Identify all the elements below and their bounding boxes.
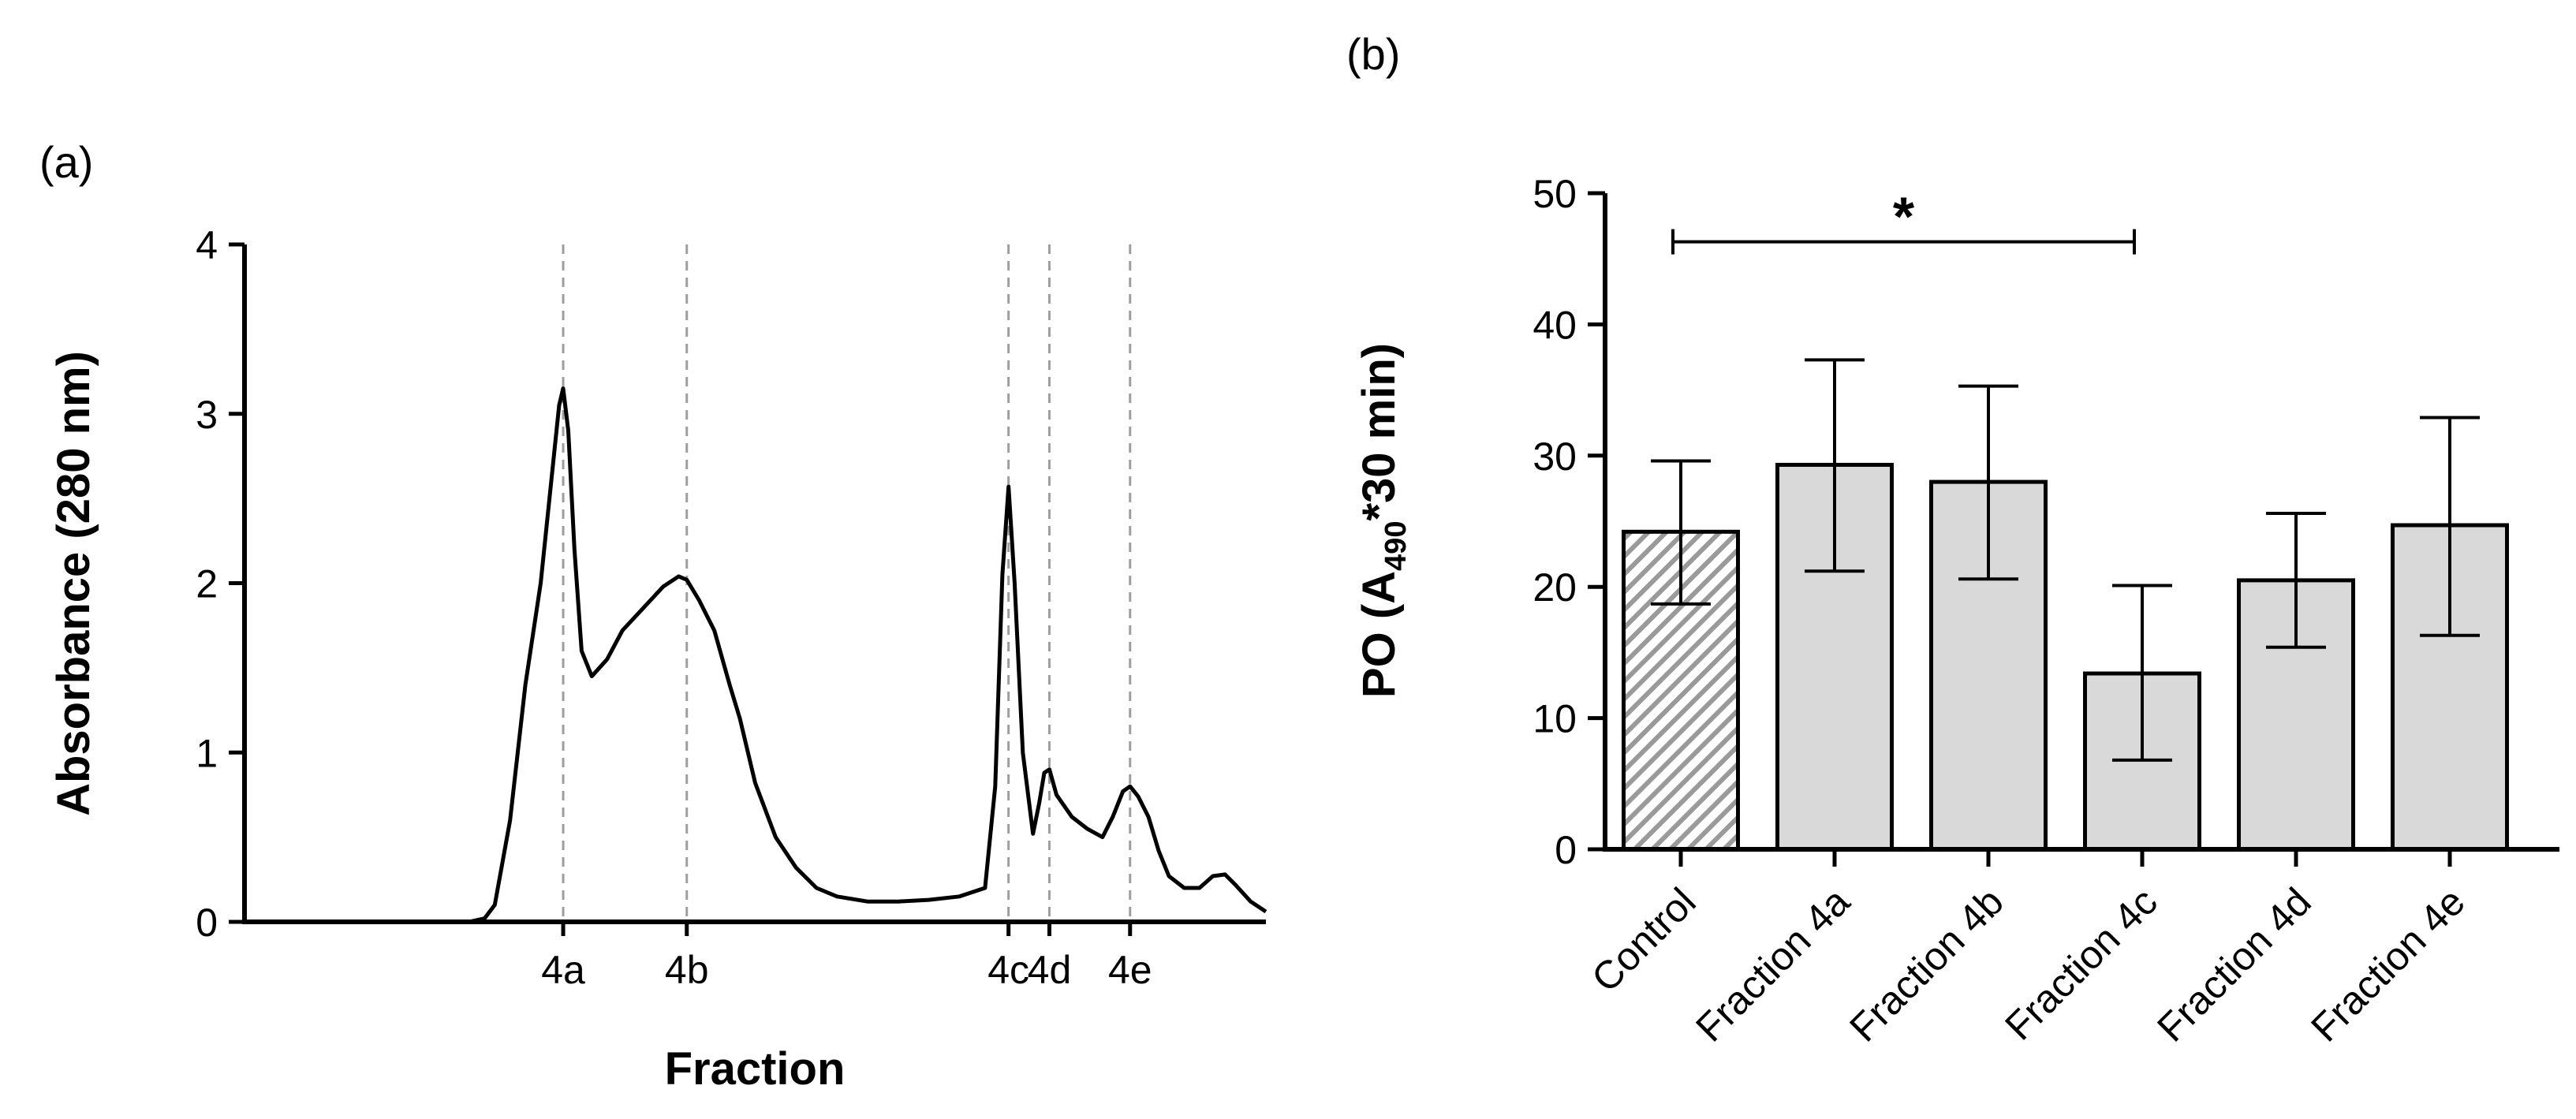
y-tick-label-1: 1 — [196, 731, 218, 775]
y-tick-label-10: 10 — [1533, 697, 1577, 741]
x-tick-label-fraction-4d: Fraction 4d — [2149, 879, 2319, 1050]
absorbance-line — [245, 386, 1267, 924]
x-tick-label-4e: 4e — [1108, 948, 1152, 992]
panel-b-y-ticks: 0 10 20 30 40 50 — [1533, 172, 1605, 872]
x-tick-label-4d: 4d — [1028, 948, 1072, 992]
x-tick-label-4c: 4c — [987, 948, 1029, 992]
y-tick-label-0: 0 — [1555, 828, 1577, 872]
significance-star: * — [1893, 186, 1915, 248]
panel-b-bars — [1622, 462, 2509, 852]
panel-b-y-title-suffix: *30 min) — [1353, 343, 1405, 521]
y-tick-label-20: 20 — [1533, 565, 1577, 610]
bar-control — [1622, 529, 1740, 852]
x-tick-label-fraction-4b: Fraction 4b — [1841, 879, 2011, 1050]
error-bar-fraction-4d — [2266, 512, 2326, 649]
x-tick-label-4a: 4a — [541, 948, 585, 992]
y-tick-label-4: 4 — [196, 223, 218, 267]
panel-b-y-axis-title: PO (A490*30 min) — [1353, 343, 1413, 698]
error-bar-fraction-4b — [1958, 384, 2018, 581]
x-tick-label-fraction-4e: Fraction 4e — [2302, 879, 2473, 1050]
panel-a-x-axis-title: Fraction — [665, 1043, 846, 1095]
y-tick-label-0: 0 — [196, 901, 218, 945]
panel-a-y-axis-title: Absorbance (280 nm) — [48, 351, 99, 816]
y-tick-label-2: 2 — [196, 562, 218, 606]
x-tick-label-control: Control — [1583, 879, 1704, 1001]
panel-a-guide-lines — [562, 244, 1132, 922]
error-bar-fraction-4a — [1805, 358, 1865, 573]
error-bar-fraction-4c — [2112, 584, 2172, 762]
y-tick-label-50: 50 — [1533, 172, 1577, 216]
x-tick-label-4b: 4b — [665, 948, 709, 992]
panel-b-label: (b) — [1346, 29, 1400, 79]
panel-b-error-bars — [1651, 358, 2480, 762]
x-tick-label-fraction-4c: Fraction 4c — [1996, 879, 2165, 1048]
panel-a-label: (a) — [39, 137, 93, 187]
y-tick-label-40: 40 — [1533, 303, 1577, 347]
x-tick-label-fraction-4a: Fraction 4a — [1687, 879, 1858, 1050]
panel-a-y-ticks: 0 1 2 3 4 — [196, 223, 245, 945]
y-tick-label-30: 30 — [1533, 435, 1577, 479]
error-bar-fraction-4e — [2420, 416, 2480, 637]
panel-b-y-title-prefix: PO (A — [1353, 571, 1405, 698]
y-tick-label-3: 3 — [196, 393, 218, 437]
error-bar-control — [1651, 459, 1711, 606]
panel-b-y-title-subscript: 490 — [1379, 521, 1413, 571]
significance-marker: * — [1671, 186, 2136, 255]
